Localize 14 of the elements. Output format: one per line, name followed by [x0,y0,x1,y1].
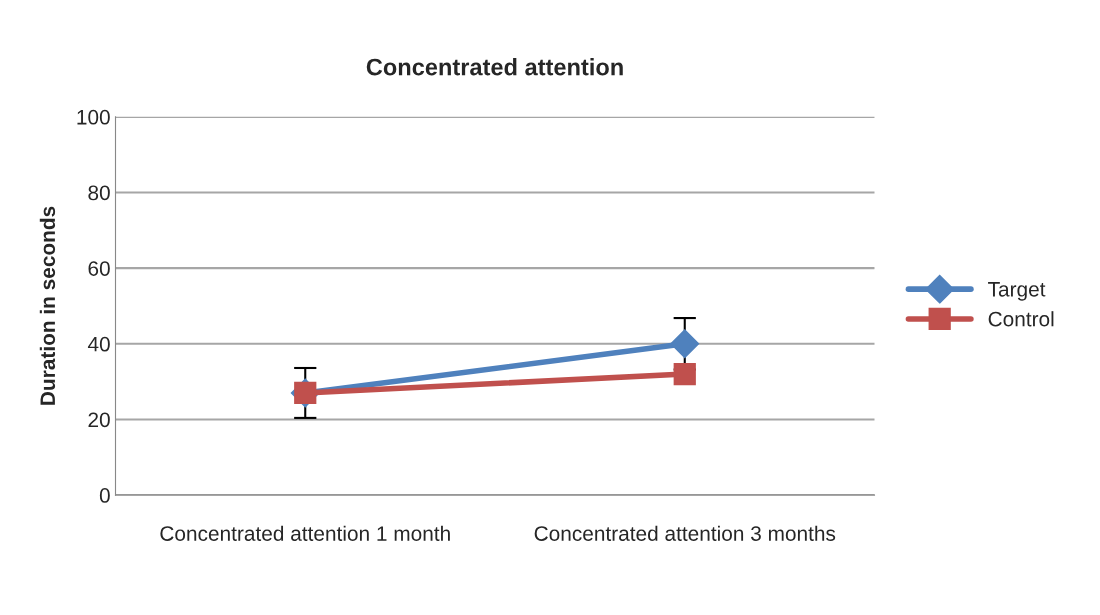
x-tick-label: Concentrated attention 1 month [160,525,450,541]
y-tick-label: 0 [99,488,110,503]
y-tick-label: 40 [87,336,110,352]
y-tick-label: 100 [77,109,110,125]
y-tick-label: 80 [88,185,110,201]
y-tick-label: 60 [88,261,110,276]
legend-label: Target [988,282,1046,301]
x-tick-label: Concentrated attention 3 months [534,525,836,541]
legend-label: Control [988,311,1054,327]
point [670,329,700,359]
point [673,362,696,386]
y-tick-label: 20 [88,412,110,428]
y-axis-title: Duration in seconds [39,206,56,405]
chart-title: Concentrated attention [366,58,623,76]
